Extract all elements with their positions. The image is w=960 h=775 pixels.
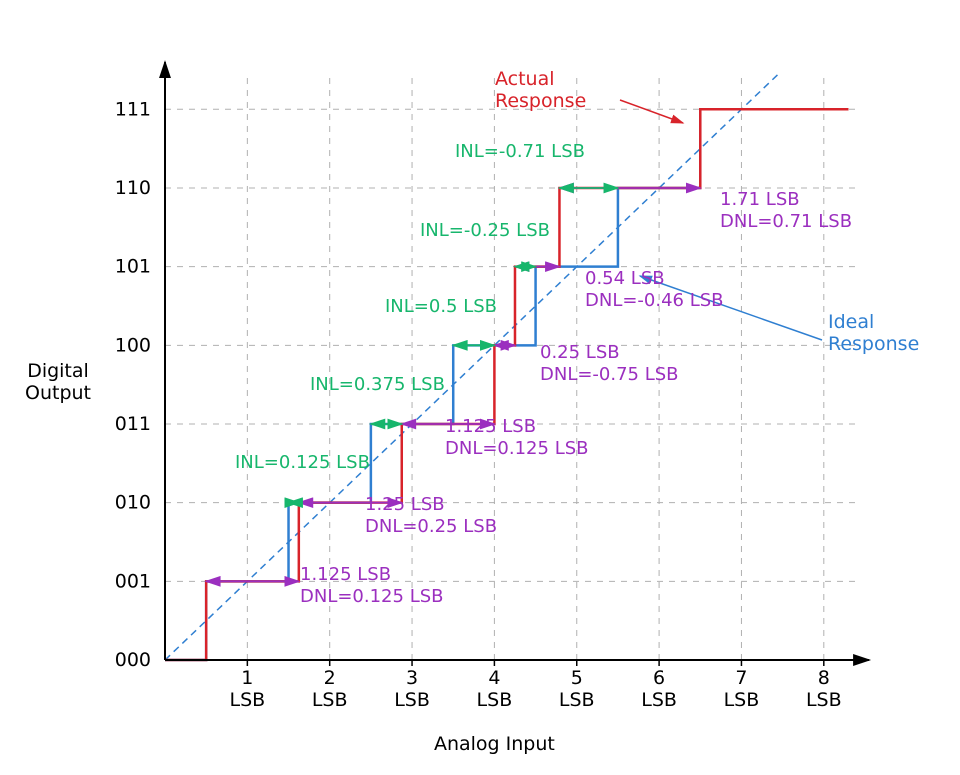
x-tick-unit: LSB — [230, 689, 266, 711]
x-tick-unit: LSB — [394, 689, 430, 711]
x-tick-label: 7 — [735, 667, 747, 689]
inl-annotation: INL=0.125 LSB — [235, 452, 370, 473]
y-tick-label: 011 — [115, 413, 151, 435]
x-tick-label: 5 — [571, 667, 583, 689]
y-tick-label: 110 — [115, 177, 151, 199]
x-tick-label: 6 — [653, 667, 665, 689]
inl-annotation: INL=0.375 LSB — [310, 374, 445, 395]
x-tick-unit: LSB — [806, 689, 842, 711]
x-tick-unit: LSB — [312, 689, 348, 711]
inl-annotation: INL=0.5 LSB — [385, 296, 497, 317]
y-tick-label: 100 — [115, 334, 151, 356]
x-tick-unit: LSB — [477, 689, 513, 711]
y-tick-label: 101 — [115, 256, 151, 278]
inl-annotation: INL=-0.25 LSB — [420, 220, 550, 241]
x-tick-unit: LSB — [724, 689, 760, 711]
x-tick-label: 8 — [818, 667, 830, 689]
x-axis-title: Analog Input — [434, 733, 555, 755]
y-tick-label: 001 — [115, 570, 151, 592]
inl-annotation: INL=-0.71 LSB — [455, 141, 585, 162]
x-tick-label: 4 — [488, 667, 500, 689]
x-tick-unit: LSB — [641, 689, 677, 711]
y-tick-label: 010 — [115, 492, 151, 514]
adc-transfer-chart: 1LSB2LSB3LSB4LSB5LSB6LSB7LSB8LSB00000101… — [0, 0, 960, 775]
x-tick-unit: LSB — [559, 689, 595, 711]
x-tick-label: 2 — [324, 667, 336, 689]
y-tick-label: 111 — [115, 98, 151, 120]
x-tick-label: 1 — [241, 667, 253, 689]
y-tick-label: 000 — [115, 649, 151, 671]
y-axis-title: DigitalOutput — [25, 360, 91, 404]
x-tick-label: 3 — [406, 667, 418, 689]
